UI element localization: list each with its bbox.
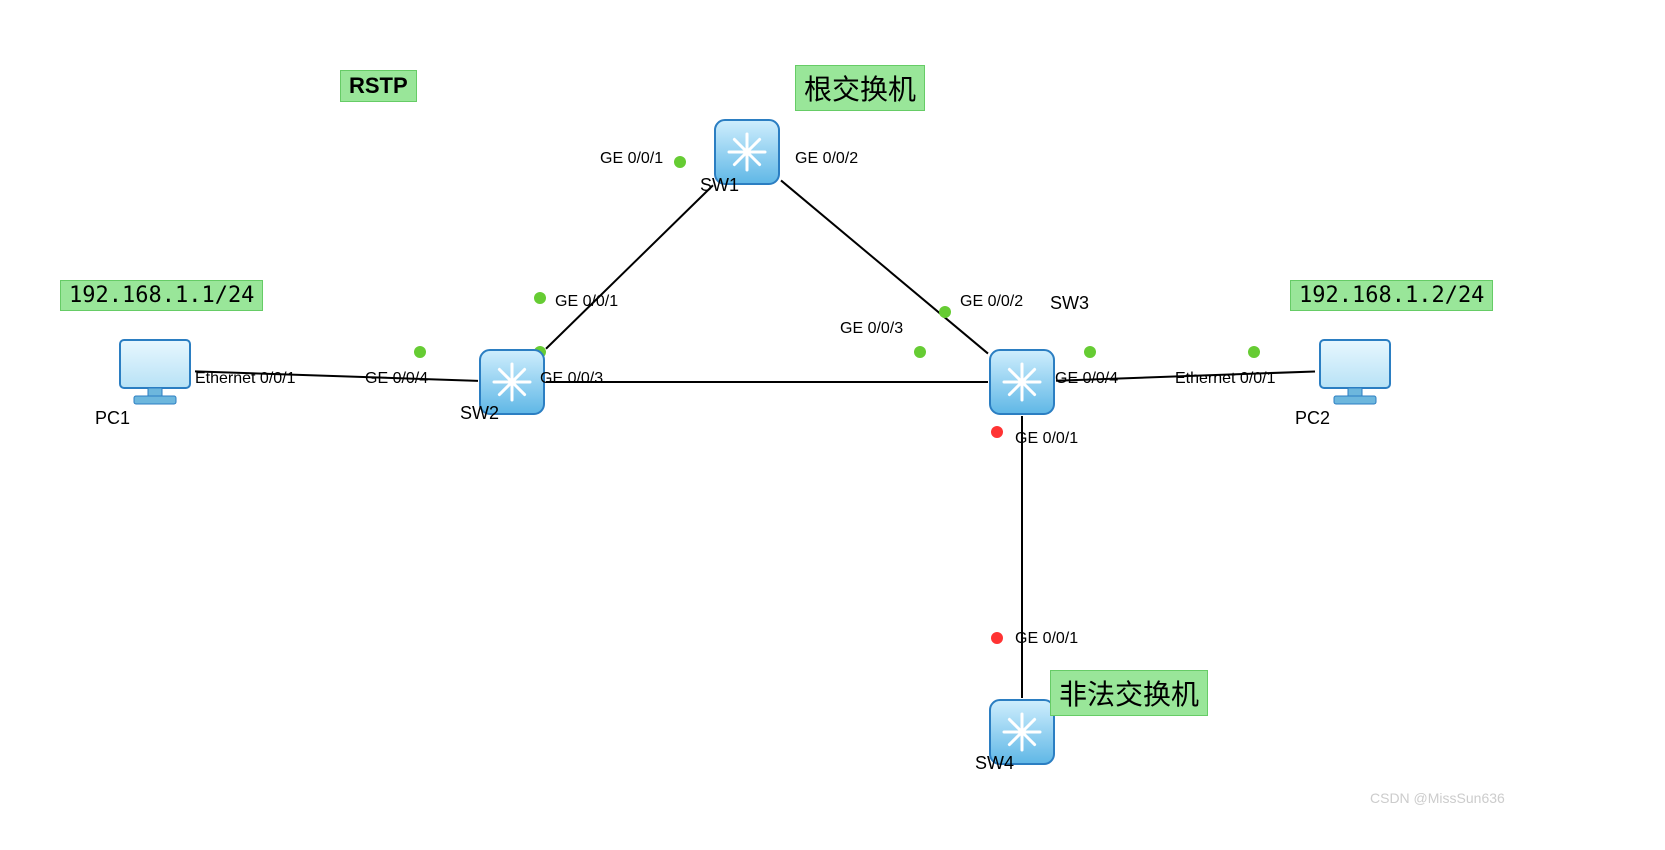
switch-icon	[990, 350, 1054, 414]
port-label-pc2-eth: Ethernet 0/0/1	[1175, 370, 1276, 388]
device-label-pc2: PC2	[1295, 408, 1330, 429]
port-dot-up	[1084, 346, 1096, 358]
port-label-sw2-ge4: GE 0/0/4	[365, 370, 428, 388]
port-dot-down	[991, 632, 1003, 644]
port-label-sw3-ge3: GE 0/0/3	[840, 320, 903, 338]
device-label-sw2: SW2	[460, 403, 499, 424]
link	[546, 185, 713, 348]
diagram-canvas: RSTP 根交换机 192.168.1.1/24 192.168.1.2/24 …	[0, 0, 1665, 850]
port-label-sw2-ge3: GE 0/0/3	[540, 370, 603, 388]
label-pc2-ip: 192.168.1.2/24	[1290, 280, 1493, 311]
port-dot-up	[914, 346, 926, 358]
port-label-sw3-ge1: GE 0/0/1	[1015, 430, 1078, 448]
topology-svg	[0, 0, 1665, 850]
watermark: CSDN @MissSun636	[1370, 790, 1505, 806]
port-dot-up	[534, 292, 546, 304]
port-label-sw3-ge2: GE 0/0/2	[960, 293, 1023, 311]
pc-icon	[1320, 340, 1390, 404]
port-label-sw1-ge1: GE 0/0/1	[600, 150, 663, 168]
device-label-sw4: SW4	[975, 753, 1014, 774]
label-root-switch: 根交换机	[795, 65, 925, 111]
port-dot-up	[674, 156, 686, 168]
label-rstp: RSTP	[340, 70, 417, 102]
label-pc1-ip: 192.168.1.1/24	[60, 280, 263, 311]
port-dot-up	[939, 306, 951, 318]
port-label-sw4-ge1: GE 0/0/1	[1015, 630, 1078, 648]
pc-icon	[120, 340, 190, 404]
port-dot-down	[991, 426, 1003, 438]
port-label-sw3-ge4: GE 0/0/4	[1055, 370, 1118, 388]
port-label-sw1-ge2: GE 0/0/2	[795, 150, 858, 168]
device-label-sw3: SW3	[1050, 293, 1089, 314]
device-label-pc1: PC1	[95, 408, 130, 429]
device-label-sw1: SW1	[700, 175, 739, 196]
port-label-pc1-eth: Ethernet 0/0/1	[195, 370, 296, 388]
label-illegal-switch: 非法交换机	[1050, 670, 1208, 716]
port-dot-up	[414, 346, 426, 358]
port-dot-up	[1248, 346, 1260, 358]
port-label-sw2-ge1: GE 0/0/1	[555, 293, 618, 311]
